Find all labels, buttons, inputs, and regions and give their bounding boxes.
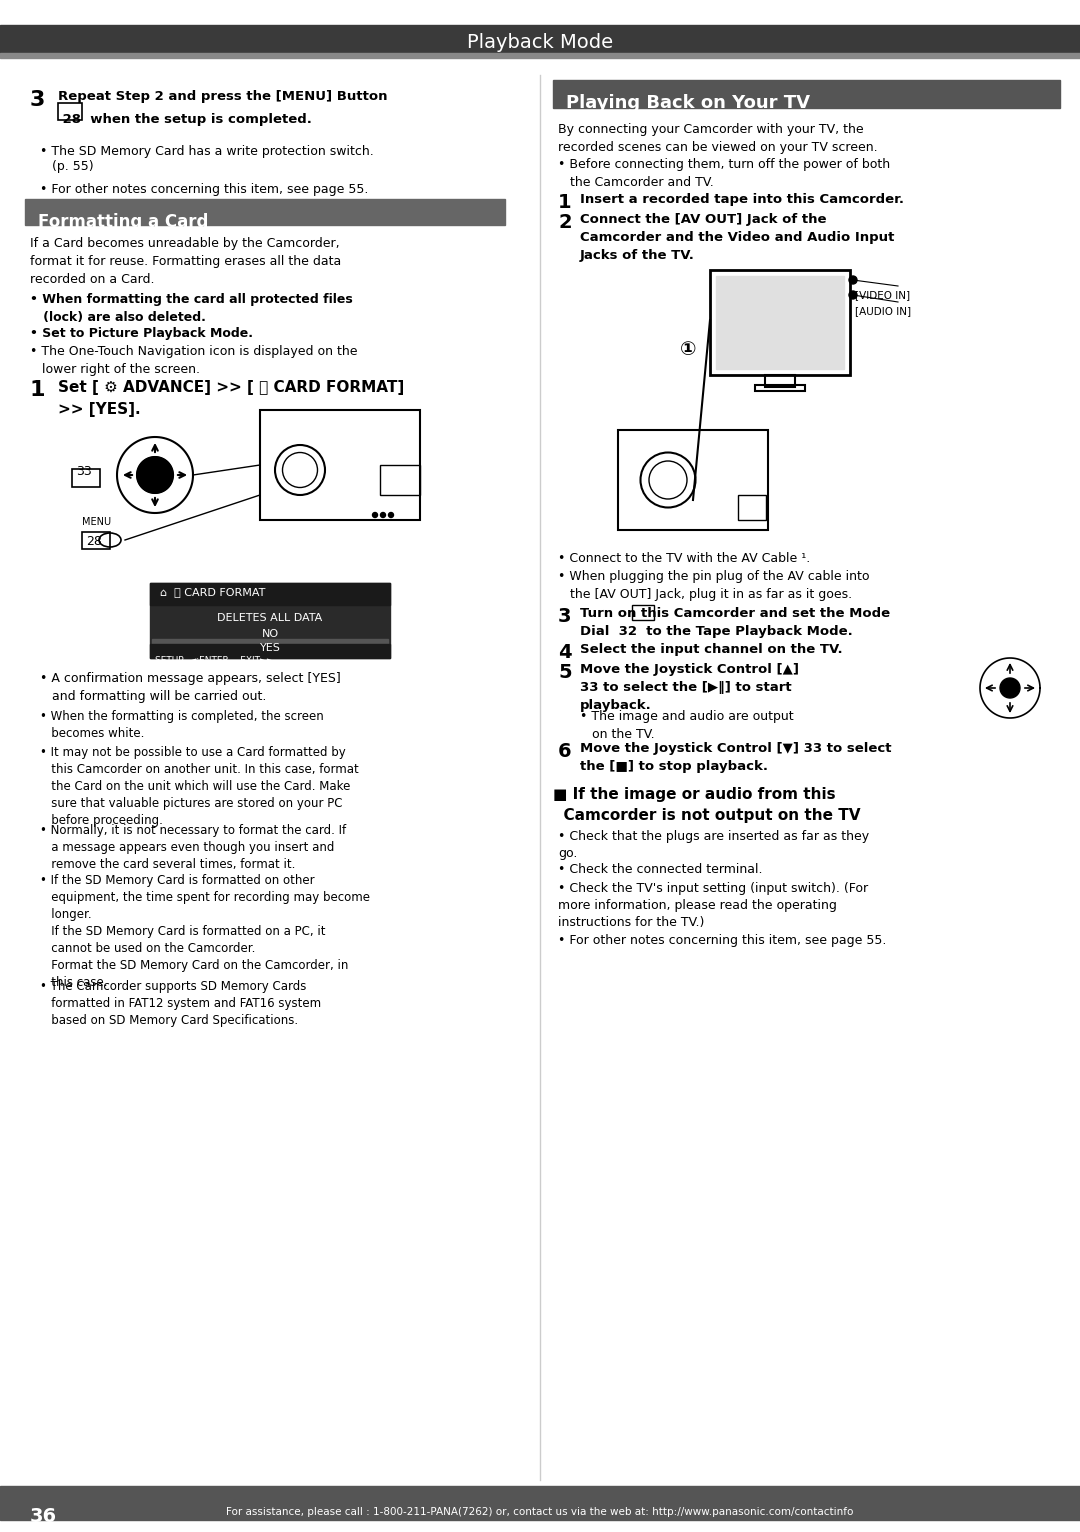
Bar [0,25,1080,55]
Bar [150,643,390,659]
Text: • When formatting the card all protected files
   (lock) are also deleted.: • When formatting the card all protected… [30,293,353,323]
Text: • The SD Memory Card has a write protection switch.
   (p. 55): • The SD Memory Card has a write protect… [40,146,374,173]
Text: • It may not be possible to use a Card formatted by
   this Camcorder on another: • It may not be possible to use a Card f… [40,746,359,827]
Bar [0,54,1080,58]
Text: Playing Back on Your TV: Playing Back on Your TV [566,93,810,112]
Text: 4: 4 [558,643,571,662]
Text: Move the Joystick Control [▼] 33 to select
the [■] to stop playback.: Move the Joystick Control [▼] 33 to sele… [580,741,891,774]
Text: • Connect to the TV with the AV Cable ¹.: • Connect to the TV with the AV Cable ¹. [558,552,810,565]
Circle shape [849,291,858,299]
Text: If a Card becomes unreadable by the Camcorder,
format it for reuse. Formatting e: If a Card becomes unreadable by the Camc… [30,237,341,286]
Bar [260,411,420,519]
Text: Repeat Step 2 and press the [MENU] Button: Repeat Step 2 and press the [MENU] Butto… [58,90,388,103]
Text: Select the input channel on the TV.: Select the input channel on the TV. [580,643,842,656]
Bar [765,375,795,388]
Text: 33: 33 [76,464,92,478]
Bar [380,466,420,495]
Text: Formatting a Card: Formatting a Card [38,213,208,231]
Circle shape [849,276,858,283]
Bar [82,532,110,548]
Text: Insert a recorded tape into this Camcorder.: Insert a recorded tape into this Camcord… [580,193,904,205]
Text: • Check the connected terminal.: • Check the connected terminal. [558,863,762,876]
Text: • A confirmation message appears, select [YES]
   and formatting will be carried: • A confirmation message appears, select… [40,673,341,703]
Text: • For other notes concerning this item, see page 55.: • For other notes concerning this item, … [40,182,368,196]
Text: • Set to Picture Playback Mode.: • Set to Picture Playback Mode. [30,326,253,340]
Text: Move the Joystick Control [▲]
33 to select the [▶‖] to start
playback.: Move the Joystick Control [▲] 33 to sele… [580,663,799,712]
Text: • Check that the plugs are inserted as far as they
go.: • Check that the plugs are inserted as f… [558,830,869,859]
Text: For assistance, please call : 1-800-211-PANA(7262) or, contact us via the web at: For assistance, please call : 1-800-211-… [227,1507,853,1517]
Text: Set [ ⚙ ADVANCE] >> [ ⎙ CARD FORMAT]
>> [YES].: Set [ ⚙ ADVANCE] >> [ ⎙ CARD FORMAT] >> … [58,380,404,417]
Text: • For other notes concerning this item, see page 55.: • For other notes concerning this item, … [558,935,887,947]
Text: [VIDEO IN]: [VIDEO IN] [855,290,910,300]
Circle shape [389,513,393,518]
Bar [152,639,388,656]
Text: 1: 1 [30,380,45,400]
Bar [618,430,768,530]
Text: • The image and audio are output
   on the TV.: • The image and audio are output on the … [580,709,794,741]
Text: 5: 5 [558,663,571,682]
Bar [25,199,505,225]
Text: 3: 3 [30,90,45,110]
Bar [738,495,766,519]
Text: • The One-Touch Navigation icon is displayed on the
   lower right of the screen: • The One-Touch Navigation icon is displ… [30,345,357,375]
Text: • Normally, it is not necessary to format the card. If
   a message appears even: • Normally, it is not necessary to forma… [40,824,346,872]
Text: SETUP  ◄:ENTER    EXIT►►: SETUP ◄:ENTER EXIT►► [156,656,273,665]
Circle shape [137,457,173,493]
Bar [58,103,82,119]
Bar [553,80,1059,107]
Text: 6: 6 [558,741,571,761]
Bar [632,605,654,620]
Bar [710,270,850,375]
Bar [755,385,805,391]
Text: Playback Mode: Playback Mode [467,32,613,52]
Circle shape [373,513,378,518]
Text: 1: 1 [558,193,571,211]
Bar [72,469,100,487]
Text: 28: 28 [86,535,102,547]
Text: • When plugging the pin plug of the AV cable into
   the [AV OUT] Jack, plug it : • When plugging the pin plug of the AV c… [558,570,869,601]
Circle shape [380,513,386,518]
Bar [716,276,843,369]
Text: 2: 2 [558,213,571,231]
Text: • Before connecting them, turn off the power of both
   the Camcorder and TV.: • Before connecting them, turn off the p… [558,158,890,188]
Bar [0,1486,1080,1520]
Text: ⌂  ⎙ CARD FORMAT: ⌂ ⎙ CARD FORMAT [160,587,266,597]
Text: By connecting your Camcorder with your TV, the
recorded scenes can be viewed on : By connecting your Camcorder with your T… [558,123,878,155]
Text: NO: NO [261,630,279,639]
Text: ■ If the image or audio from this
  Camcorder is not output on the TV: ■ If the image or audio from this Camcor… [553,787,861,823]
Text: 36: 36 [30,1507,57,1526]
Text: DELETES ALL DATA: DELETES ALL DATA [217,613,323,624]
Text: YES: YES [259,643,281,653]
Text: 28  when the setup is completed.: 28 when the setup is completed. [58,113,312,126]
Text: • When the formatting is completed, the screen
   becomes white.: • When the formatting is completed, the … [40,709,324,740]
Text: • The Camcorder supports SD Memory Cards
   formatted in FAT12 system and FAT16 : • The Camcorder supports SD Memory Cards… [40,980,321,1026]
Text: ①: ① [680,340,697,358]
Text: • Check the TV's input setting (input switch). (For
more information, please rea: • Check the TV's input setting (input sw… [558,882,868,928]
Text: 3: 3 [558,607,571,627]
Text: Connect the [AV OUT] Jack of the
Camcorder and the Video and Audio Input
Jacks o: Connect the [AV OUT] Jack of the Camcord… [580,213,894,262]
Text: Turn on this Camcorder and set the Mode
Dial  32  to the Tape Playback Mode.: Turn on this Camcorder and set the Mode … [580,607,890,637]
Bar [150,584,390,605]
Circle shape [1000,679,1020,699]
Text: • If the SD Memory Card is formatted on other
   equipment, the time spent for r: • If the SD Memory Card is formatted on … [40,873,370,990]
Bar [150,584,390,659]
Text: MENU: MENU [82,516,111,527]
Text: [AUDIO IN]: [AUDIO IN] [855,306,912,316]
